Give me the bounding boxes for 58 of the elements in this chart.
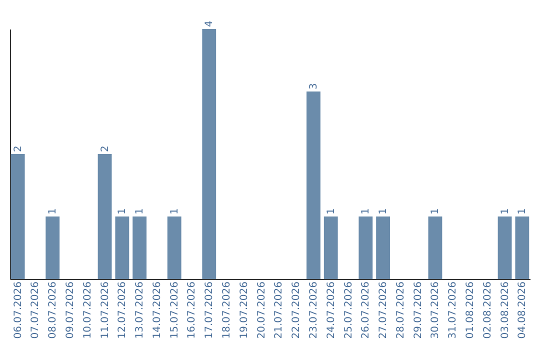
data-label: 1: [378, 208, 390, 214]
x-tick-label: 28.07.2026: [395, 282, 406, 339]
data-label: 1: [326, 208, 337, 214]
x-tick-label: 19.07.2026: [238, 282, 250, 339]
x-tick-label: 07.07.2026: [30, 282, 42, 339]
x-tick-label: 25.07.2026: [343, 282, 354, 339]
data-label: 1: [517, 208, 528, 214]
x-tick-label: 02.08.2026: [482, 282, 494, 339]
data-label: 4: [204, 20, 216, 27]
bar: [115, 216, 130, 279]
x-tick-label: 17.07.2026: [204, 282, 216, 339]
x-tick-label: 16.07.2026: [186, 282, 198, 339]
bar: [515, 216, 530, 279]
x-tick-label: 21.07.2026: [274, 282, 285, 339]
data-label: 2: [12, 146, 24, 152]
x-tick-label: 26.07.2026: [360, 282, 372, 339]
x-tick-label: 04.08.2026: [517, 282, 528, 339]
x-tick-label: 01.08.2026: [465, 282, 476, 339]
data-label: 1: [169, 208, 180, 214]
bar: [10, 154, 25, 279]
data-label: 1: [117, 208, 128, 214]
bar: [46, 216, 60, 279]
bar: [167, 216, 182, 279]
data-label: 1: [48, 208, 59, 214]
x-tick-label: 23.07.2026: [308, 282, 320, 339]
x-tick-label: 29.07.2026: [412, 282, 424, 339]
x-tick-label: 18.07.2026: [222, 282, 233, 339]
bar: [324, 216, 338, 279]
x-tick-label: 12.07.2026: [117, 282, 128, 339]
x-tick-label: 20.07.2026: [256, 282, 268, 339]
x-tick-label: 15.07.2026: [169, 282, 180, 339]
bar: [376, 216, 390, 279]
x-tick-label: 09.07.2026: [65, 282, 76, 339]
x-tick-label: 08.07.2026: [48, 282, 59, 339]
x-tick-label: 27.07.2026: [378, 282, 390, 339]
bar: [428, 216, 442, 279]
bar: [306, 92, 320, 279]
data-label: 1: [360, 208, 372, 214]
data-label: 1: [430, 208, 442, 214]
bar: [98, 154, 112, 279]
data-label: 1: [134, 208, 146, 214]
data-label: 1: [500, 208, 511, 214]
x-tick-label: 03.08.2026: [500, 282, 511, 339]
bar: [498, 216, 512, 279]
x-tick-label: 31.07.2026: [448, 282, 459, 339]
bar: [358, 216, 373, 279]
x-tick-label: 13.07.2026: [134, 282, 146, 339]
x-tick-label: 14.07.2026: [152, 282, 163, 339]
x-tick-label: 30.07.2026: [430, 282, 442, 339]
x-tick-label: 06.07.2026: [12, 282, 24, 339]
bar: [132, 216, 147, 279]
x-tick-label: 22.07.2026: [291, 282, 302, 339]
x-tick-label: 10.07.2026: [82, 282, 94, 339]
data-label: 3: [308, 83, 320, 90]
data-label: 2: [100, 146, 111, 152]
bar: [202, 29, 216, 279]
x-tick-label: 11.07.2026: [100, 282, 111, 339]
x-tick-label: 24.07.2026: [326, 282, 337, 339]
